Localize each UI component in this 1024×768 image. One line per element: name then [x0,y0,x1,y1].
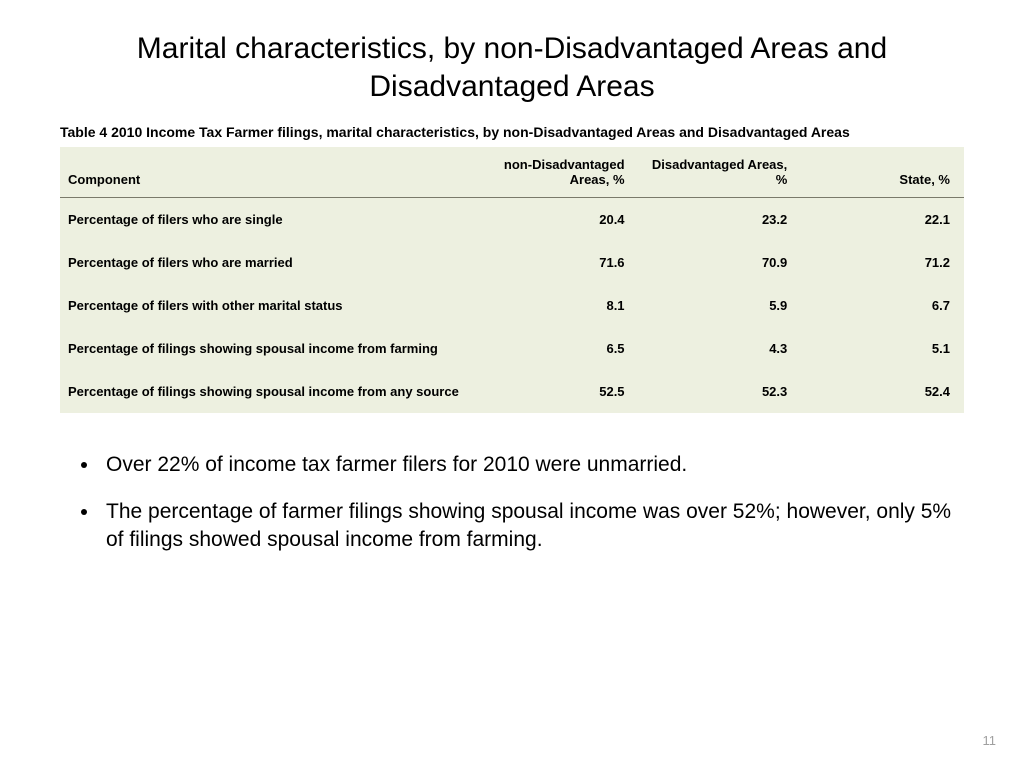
bullet-item: Over 22% of income tax farmer filers for… [100,451,964,479]
row-da: 5.9 [639,284,802,327]
table-row: Percentage of filers who are single 20.4… [60,198,964,242]
slide: Marital characteristics, by non-Disadvan… [0,0,1024,768]
row-da: 52.3 [639,370,802,413]
table-row: Percentage of filings showing spousal in… [60,370,964,413]
table-header-row: Component non-Disadvantaged Areas, % Dis… [60,147,964,198]
bullet-item: The percentage of farmer filings showing… [100,498,964,555]
row-label: Percentage of filings showing spousal in… [60,370,476,413]
row-state: 52.4 [801,370,964,413]
bullet-list: Over 22% of income tax farmer filers for… [100,451,964,554]
row-nda: 20.4 [476,198,639,242]
row-nda: 6.5 [476,327,639,370]
table-row: Percentage of filers who are married 71.… [60,241,964,284]
row-nda: 8.1 [476,284,639,327]
row-label: Percentage of filers who are single [60,198,476,242]
row-label: Percentage of filings showing spousal in… [60,327,476,370]
col-header-nda: non-Disadvantaged Areas, % [476,147,639,198]
table-row: Percentage of filers with other marital … [60,284,964,327]
row-da: 23.2 [639,198,802,242]
marital-characteristics-table: Component non-Disadvantaged Areas, % Dis… [60,147,964,413]
row-state: 6.7 [801,284,964,327]
row-label: Percentage of filers with other marital … [60,284,476,327]
col-header-state: State, % [801,147,964,198]
row-da: 4.3 [639,327,802,370]
row-state: 22.1 [801,198,964,242]
row-label: Percentage of filers who are married [60,241,476,284]
table-row: Percentage of filings showing spousal in… [60,327,964,370]
row-da: 70.9 [639,241,802,284]
row-nda: 52.5 [476,370,639,413]
row-nda: 71.6 [476,241,639,284]
col-header-da: Disadvantaged Areas, % [639,147,802,198]
row-state: 5.1 [801,327,964,370]
table-caption: Table 4 2010 Income Tax Farmer filings, … [60,123,964,141]
page-number: 11 [983,733,997,748]
col-header-component: Component [60,147,476,198]
row-state: 71.2 [801,241,964,284]
slide-title: Marital characteristics, by non-Disadvan… [60,30,964,105]
